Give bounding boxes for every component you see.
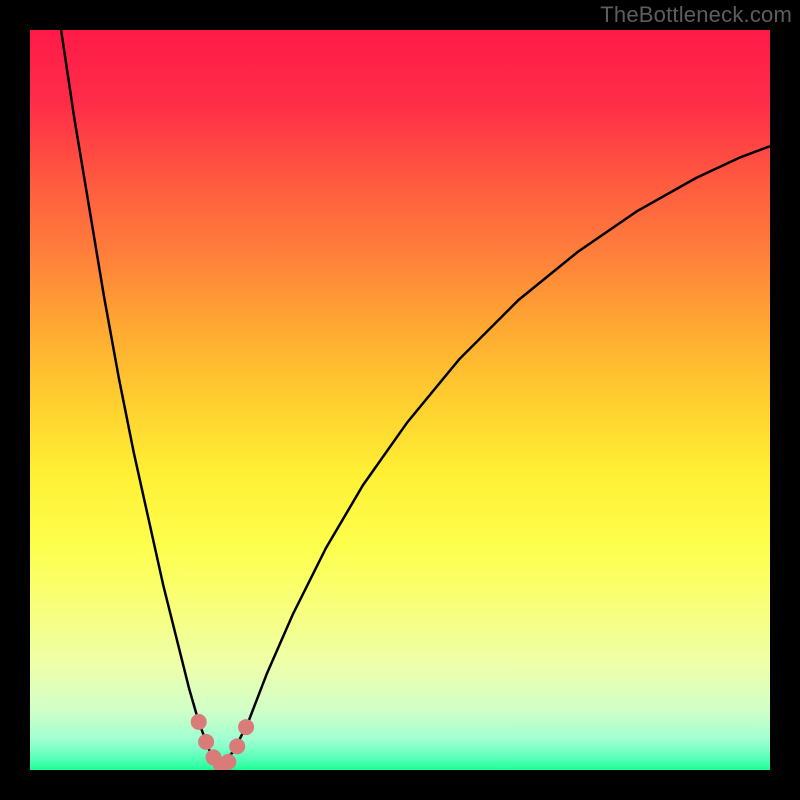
marker-dot xyxy=(220,754,236,770)
marker-dot xyxy=(229,738,245,754)
curve-right-branch xyxy=(221,146,770,765)
plot-area xyxy=(30,30,770,770)
watermark-text: TheBottleneck.com xyxy=(600,2,792,28)
curve-layer xyxy=(30,30,770,770)
bottom-markers xyxy=(191,714,254,770)
marker-dot xyxy=(198,734,214,750)
marker-dot xyxy=(238,719,254,735)
curve-left-branch xyxy=(61,30,221,765)
marker-dot xyxy=(191,714,207,730)
chart-container: TheBottleneck.com xyxy=(0,0,800,800)
